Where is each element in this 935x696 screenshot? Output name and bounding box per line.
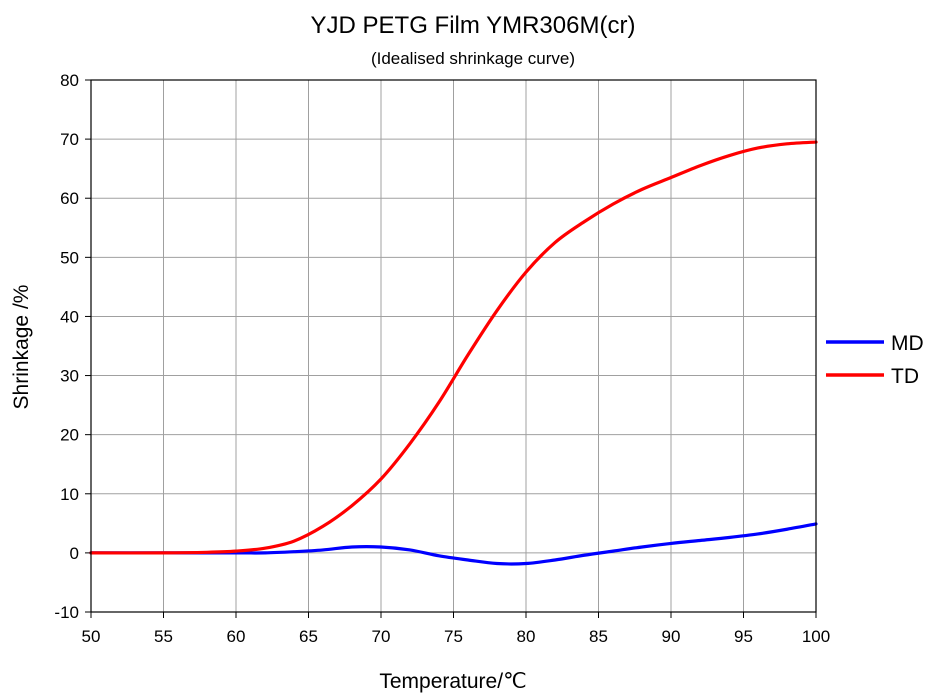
x-tick-label: 85 [589,627,608,646]
y-tick-label: 40 [60,307,79,326]
legend: MD TD [826,332,924,388]
series-lines [89,140,818,566]
axis-ticks: 50 55 60 65 70 75 80 85 90 95 100 -10 0 10 20 30 40 50 60 7… [54,71,830,646]
chart-title: YJD PETG Film YMR306M(cr) [311,12,636,39]
series-line-md [89,522,818,566]
x-tick-label: 75 [444,627,463,646]
x-tick-label: 80 [517,627,536,646]
x-tick-label: 90 [662,627,681,646]
y-tick-label: 0 [70,544,79,563]
y-tick-label: 80 [60,71,79,90]
grid [90,79,817,613]
x-tick-label: 100 [802,627,830,646]
x-tick-label: 60 [227,627,246,646]
y-tick-label: 20 [60,426,79,445]
y-axis-label: Shrinkage /% [10,285,33,410]
y-tick-label: 70 [60,130,79,149]
x-tick-label: 70 [372,627,391,646]
chart-subtitle: (Idealised shrinkage curve) [371,49,575,68]
legend-label-md: MD [891,332,924,355]
series-line-td [89,140,818,555]
x-tick-label: 65 [299,627,318,646]
x-tick-label: 50 [82,627,101,646]
y-tick-label: 60 [60,189,79,208]
legend-label-td: TD [891,365,919,388]
x-tick-label: 55 [154,627,173,646]
y-tick-label: 50 [60,248,79,267]
y-tick-label: -10 [54,603,79,622]
y-tick-label: 10 [60,485,79,504]
x-tick-label: 95 [734,627,753,646]
x-axis-label: Temperature/℃ [379,670,526,693]
y-tick-label: 30 [60,367,79,386]
